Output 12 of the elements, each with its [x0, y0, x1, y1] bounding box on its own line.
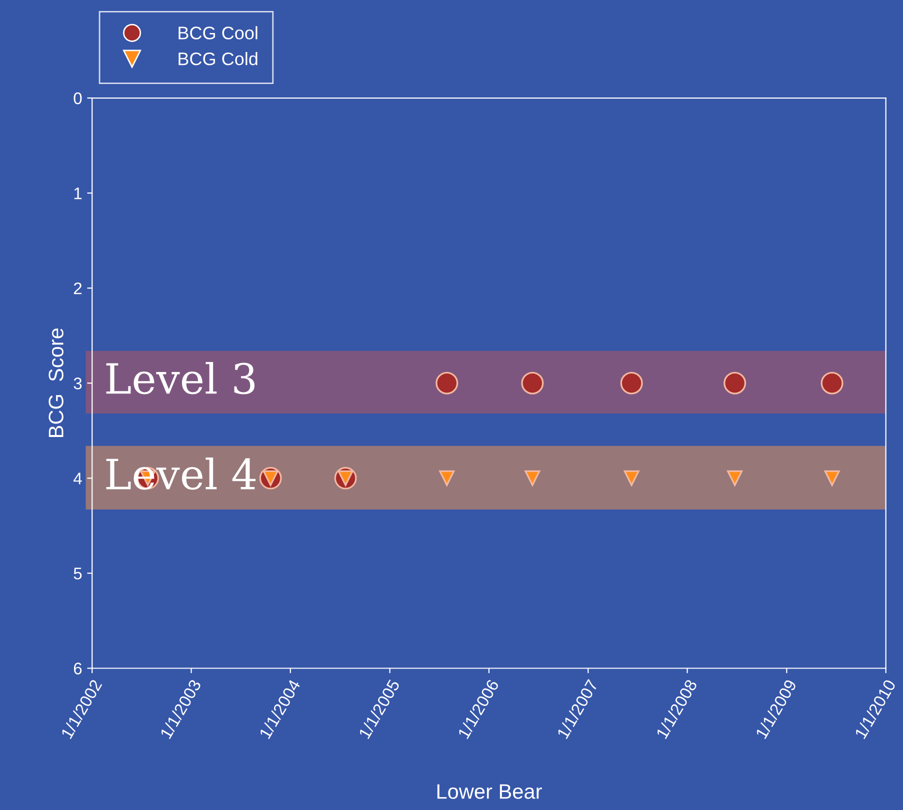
- y-tick-label: 4: [74, 472, 82, 484]
- y-tick-label: 5: [74, 568, 82, 580]
- y-tick-label: 1: [74, 188, 82, 200]
- legend-label: BCG Cool: [178, 26, 258, 40]
- y-tick-label: 0: [74, 92, 82, 104]
- y-tick-label: 3: [74, 378, 82, 390]
- y-axis-title: BCG Score: [48, 328, 64, 437]
- band-label: Level 3: [106, 362, 255, 394]
- y-tick-label: 2: [74, 282, 82, 294]
- y-tick-label: 6: [74, 662, 82, 674]
- legend-label: BCG Cold: [178, 52, 258, 66]
- x-axis-title: Lower Bear: [437, 784, 542, 799]
